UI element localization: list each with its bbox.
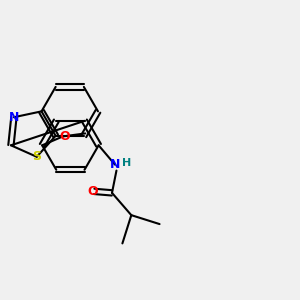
- Text: O: O: [59, 130, 70, 143]
- Text: N: N: [9, 111, 19, 124]
- Text: S: S: [32, 150, 41, 163]
- Text: N: N: [110, 158, 120, 171]
- Text: O: O: [87, 185, 98, 198]
- Text: H: H: [122, 158, 131, 168]
